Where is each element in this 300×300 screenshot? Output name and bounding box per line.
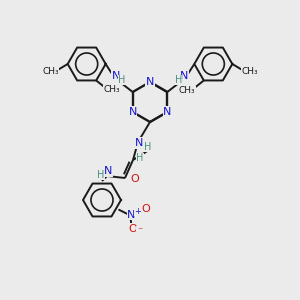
Text: CH₃: CH₃ bbox=[104, 85, 121, 94]
Text: N: N bbox=[104, 166, 112, 176]
Text: CH₃: CH₃ bbox=[42, 68, 59, 76]
Text: CH₃: CH₃ bbox=[241, 68, 258, 76]
Text: N: N bbox=[128, 107, 137, 117]
Text: N: N bbox=[112, 71, 120, 81]
Text: H: H bbox=[175, 75, 182, 85]
Text: O: O bbox=[141, 203, 150, 214]
Text: N: N bbox=[180, 71, 188, 81]
Text: CH₃: CH₃ bbox=[178, 86, 195, 95]
Text: N: N bbox=[146, 77, 154, 87]
Text: H: H bbox=[136, 153, 144, 163]
Text: N: N bbox=[127, 209, 136, 220]
Text: ⁻: ⁻ bbox=[137, 226, 142, 236]
Text: O: O bbox=[128, 224, 137, 233]
Text: H: H bbox=[97, 170, 105, 180]
Text: H: H bbox=[144, 142, 152, 152]
Text: O: O bbox=[130, 174, 140, 184]
Text: H: H bbox=[118, 75, 125, 85]
Text: +: + bbox=[134, 207, 141, 216]
Text: N: N bbox=[163, 107, 172, 117]
Text: N: N bbox=[135, 138, 143, 148]
